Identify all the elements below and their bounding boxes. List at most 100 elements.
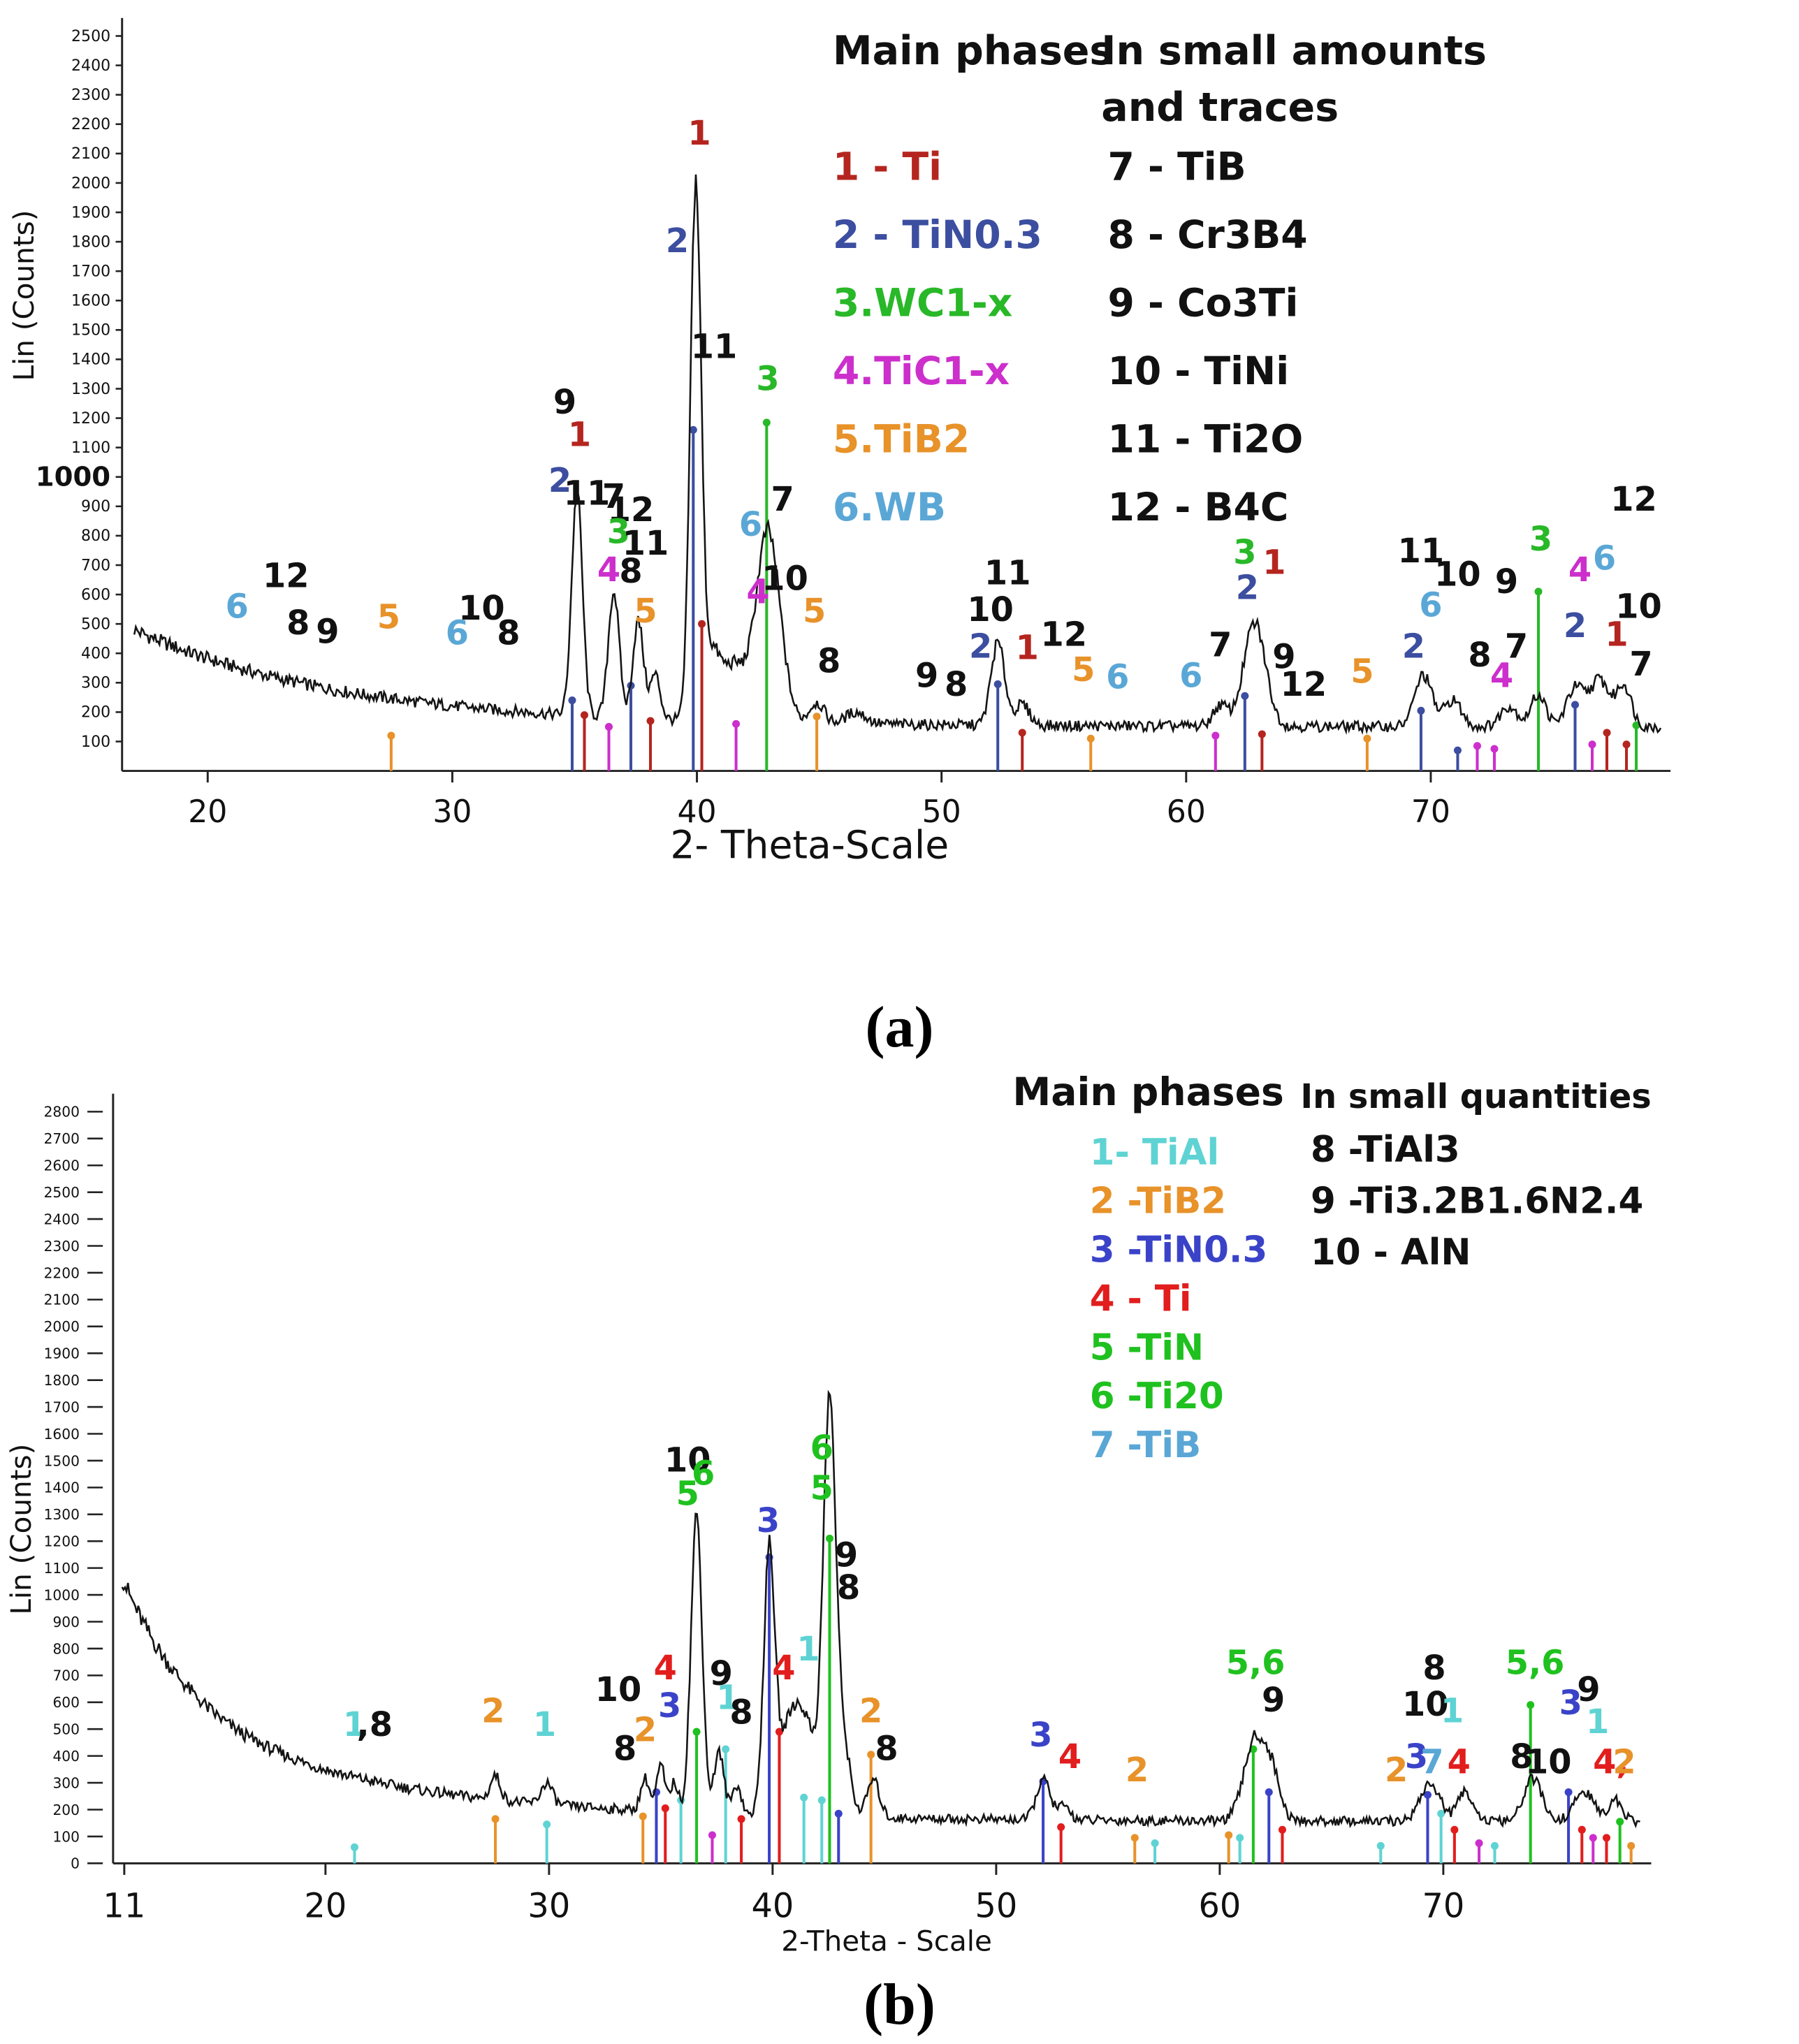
y-tick-label: 1800 [44,1372,80,1389]
peak-annotation: 4 [1058,1738,1081,1776]
peak-annotation: 5 [676,1475,699,1514]
peak-annotation: 7 [771,481,794,519]
peak-annotation: 9 [553,384,576,422]
legend-item-minor: 8 - Cr3B4 [1107,213,1307,258]
stick-marker-cap [834,1810,843,1818]
y-tick-label: 1000 [44,1587,80,1604]
peak-annotation: 1 [687,115,711,153]
stick-marker-cap [689,425,697,434]
stick-marker-cap [867,1751,875,1759]
peak-annotation: 4, [1593,1744,1629,1782]
legend-item-main: 3.WC1-x [833,281,1012,326]
y-tick-label: 1900 [44,1345,80,1362]
x-tick-label: 30 [432,794,472,830]
y-tick-label: 1500 [44,1453,80,1470]
y-tick-label: 500 [81,616,110,634]
peak-annotation: 8 [613,1730,636,1769]
stick-marker-cap [1278,1826,1286,1834]
legend-item-main: 7 -TiB [1090,1425,1202,1467]
stick-marker-cap [1473,742,1481,750]
x-tick-label: 40 [677,794,716,830]
peak-annotation: 1 [533,1706,556,1744]
stick-marker-cap [1241,692,1249,700]
x-tick-label: 60 [1167,794,1206,830]
legend-item-main: 6 -Ti20 [1090,1376,1224,1418]
peak-annotation: 7 [1629,645,1652,684]
y-tick-label: 1200 [44,1533,80,1550]
peak-annotation: 10 [1402,1686,1449,1724]
stick-marker-cap [800,1794,808,1802]
peak-annotation: 2 [548,462,571,500]
y-tick-label: 200 [81,704,110,722]
stick-marker-cap [1622,740,1631,749]
peak-annotation: 2 [1126,1752,1149,1790]
y-tick-label: 300 [81,675,110,692]
peak-annotation: 1 [1262,544,1285,583]
peak-annotation: 1 [1441,1693,1464,1731]
stick-marker-cap [1417,706,1425,715]
stick-marker-cap [1589,1834,1597,1842]
stick-marker-cap [813,713,821,721]
peak-annotation: 10 [664,1442,711,1480]
legend-main-title: Main phases [833,28,1114,74]
peak-annotation: 11 [984,554,1031,592]
stick-marker-cap [1437,1810,1445,1818]
stick-marker-cap [491,1815,500,1823]
y-tick-label: 2400 [44,1211,80,1228]
x-axis-title: 2- Theta-Scale [670,824,949,868]
y-tick-label: 1300 [71,381,110,398]
legend-item-main: 1 - Ti [833,145,942,189]
x-tick-label: 60 [1198,1888,1241,1926]
stick-marker-cap [1376,1842,1385,1850]
legend-item-main: 3 -TiN0.3 [1090,1229,1268,1271]
peak-annotation: 1 [568,416,591,455]
y-tick-label: 1700 [71,263,110,281]
peak-annotation: 9 [1577,1671,1600,1709]
y-tick-label: 1900 [71,204,110,221]
peak-annotation: 7 [1420,1744,1443,1782]
stick-marker-cap [580,711,589,720]
stick-marker-cap [1363,734,1371,743]
peak-annotation: 2 [1564,607,1587,645]
peak-annotation: 8 [875,1730,898,1769]
peak-annotation: 9 [1262,1682,1285,1721]
peak-annotation: 4 [1490,657,1513,696]
peak-annotation: 8 [837,1569,860,1607]
peak-annotation: 6 [692,1455,715,1494]
y-tick-label: 2300 [44,1238,80,1255]
y-tick-label: 1100 [44,1560,80,1577]
stick-marker-cap [1258,730,1266,738]
peak-annotation: 10 [458,590,505,628]
peak-annotation: 7 [602,478,625,516]
stick-marker-cap [646,717,655,725]
peak-annotation: 8 [1422,1650,1445,1688]
xrd-pattern-a: 20 30 40 50 60 70 100 200 300 400 500 600 700 800 900 1… [7,17,1671,868]
legend-item-main: 2 -TiB2 [1090,1181,1226,1222]
x-tick-label: 70 [1422,1888,1464,1926]
y-tick-label: 1400 [71,351,110,369]
y-tick-label: 2800 [44,1104,80,1120]
stick-marker-cap [1453,746,1462,754]
peak-annotation: 11 [622,525,669,563]
legend-item-main: 5 -TiN [1090,1327,1204,1369]
stick-marker-cap [1211,731,1220,740]
peak-annotation: 5,6 [1226,1644,1285,1683]
peak-annotation: 8 [286,604,309,643]
peak-annotation: 8 [497,615,520,653]
stick-marker-cap [708,1831,716,1839]
peak-annotation: 4 [654,1650,677,1688]
y-tick-label: 1000 [36,462,110,493]
peak-annotation: 6 [1106,659,1129,697]
y-tick-label: 200 [52,1802,80,1818]
peak-annotation: 5 [377,598,400,636]
peak-annotation: ,8 [357,1706,393,1744]
y-tick-label: 1100 [71,439,110,457]
stick-marker-cap [993,680,1002,688]
legend-item-main: 4 - Ti [1090,1278,1192,1320]
y-tick-label: 1500 [71,322,110,340]
peak-annotation: 5 [634,592,657,631]
stick-marker-cap [737,1815,745,1823]
legend-item-main: 6.WB [833,486,946,530]
peak-annotation: 1 [1016,629,1039,668]
